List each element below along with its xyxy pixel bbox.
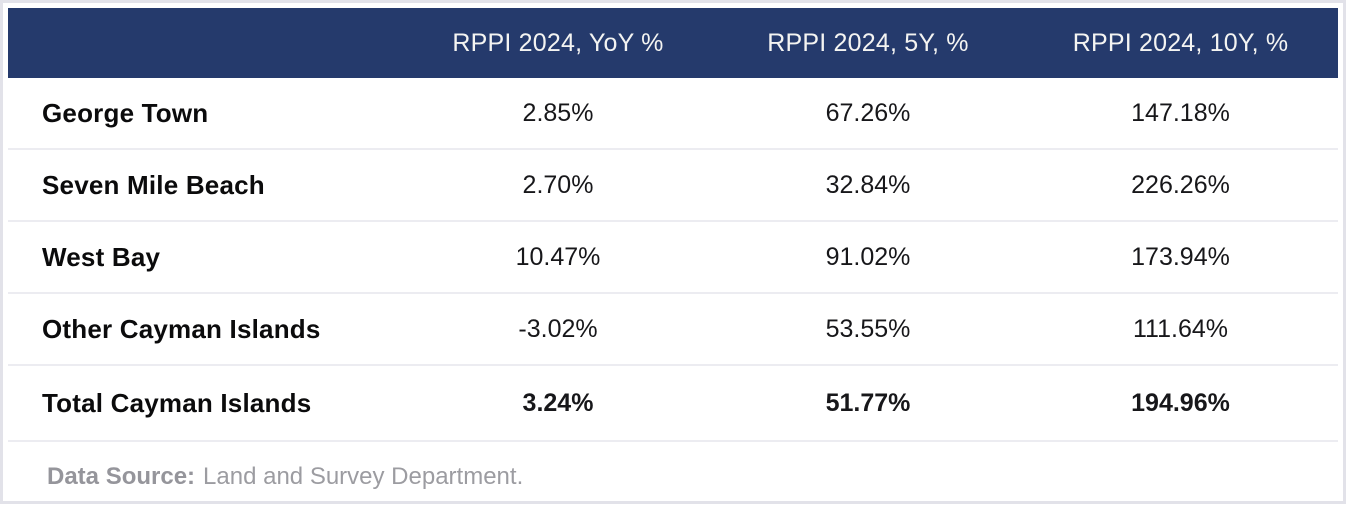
row-yoy-value: 3.24%	[522, 388, 594, 417]
column-header-10y: RPPI 2024, 10Y, %	[1072, 28, 1289, 57]
row-10y-value: 226.26%	[1131, 170, 1230, 199]
row-region-label: George Town	[42, 97, 209, 128]
table-row: Seven Mile Beach 2.70% 32.84% 226.26%	[8, 150, 1338, 222]
table-row: West Bay 10.47% 91.02% 173.94%	[8, 222, 1338, 294]
data-source-label: Data Source:	[47, 463, 196, 490]
table-row: Total Cayman Islands 3.24% 51.77% 194.96…	[8, 366, 1338, 442]
row-5y-value: 91.02%	[825, 242, 911, 271]
row-5y-value: 51.77%	[825, 388, 911, 417]
table-row: George Town 2.85% 67.26% 147.18%	[8, 78, 1338, 150]
data-source-text: Land and Survey Department.	[203, 463, 524, 490]
row-region-label: Other Cayman Islands	[42, 313, 321, 344]
row-region-label: West Bay	[42, 241, 161, 272]
row-5y-value: 53.55%	[825, 314, 911, 343]
row-yoy-value: 2.85%	[522, 98, 594, 127]
row-10y-value: 173.94%	[1131, 242, 1230, 271]
row-region-label: Seven Mile Beach	[42, 169, 265, 200]
row-10y-value: 111.64%	[1133, 314, 1228, 343]
table-body: George Town 2.85% 67.26% 147.18% Seven M…	[8, 78, 1338, 442]
row-10y-value: 147.18%	[1131, 98, 1230, 127]
table-container: RPPI 2024, YoY % RPPI 2024, 5Y, % RPPI 2…	[3, 3, 1343, 512]
row-yoy-value: 2.70%	[522, 170, 594, 199]
column-header-5y: RPPI 2024, 5Y, %	[767, 28, 969, 57]
row-5y-value: 67.26%	[825, 98, 911, 127]
row-5y-value: 32.84%	[825, 170, 911, 199]
table-row: Other Cayman Islands -3.02% 53.55% 111.6…	[8, 294, 1338, 366]
row-region-label: Total Cayman Islands	[42, 387, 312, 418]
column-header-yoy: RPPI 2024, YoY %	[452, 28, 664, 57]
row-10y-value: 194.96%	[1131, 388, 1230, 417]
data-source-note: Data Source: Land and Survey Department.	[8, 442, 1338, 512]
row-yoy-value: -3.02%	[518, 314, 598, 343]
row-yoy-value: 10.47%	[515, 242, 601, 271]
table-header-row: RPPI 2024, YoY % RPPI 2024, 5Y, % RPPI 2…	[8, 8, 1338, 78]
